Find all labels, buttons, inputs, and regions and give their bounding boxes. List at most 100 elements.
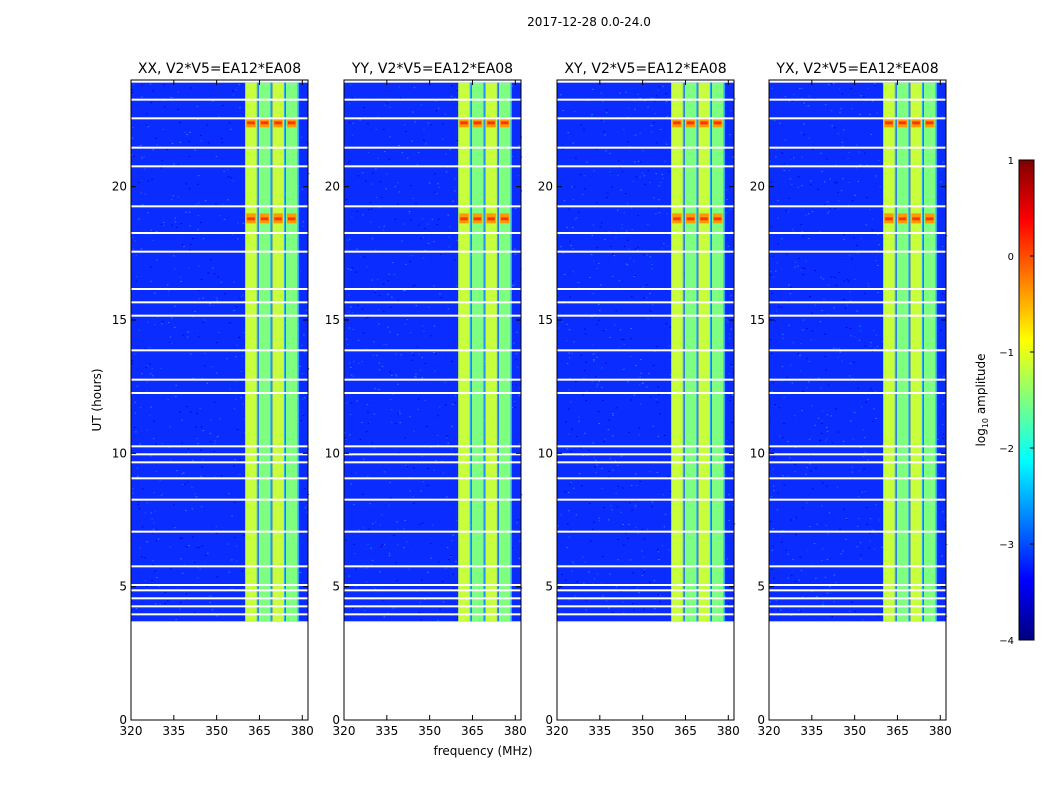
noise-speck [940,406,942,408]
y-tick-label: 20 [112,180,127,194]
noise-speck [822,167,824,169]
noise-speck [592,449,594,451]
noise-speck [810,454,812,456]
noise-speck [441,252,443,254]
noise-speck [377,116,379,118]
noise-speck [437,434,439,436]
rfi-hotspot-core [898,217,907,221]
noise-speck [821,559,823,561]
noise-speck [808,238,810,239]
noise-speck [652,304,654,306]
noise-speck [618,470,620,471]
noise-speck [196,438,198,440]
noise-speck [350,473,353,475]
noise-speck [244,593,246,595]
noise-speck [835,347,837,349]
flagged-row [344,477,521,480]
noise-speck [447,442,449,444]
noise-speck [386,102,389,104]
noise-speck [568,599,571,601]
noise-speck [577,549,580,551]
noise-speck [376,325,378,327]
noise-speck [558,587,560,589]
noise-speck [826,201,829,203]
noise-speck [618,160,620,162]
noise-speck [936,94,939,96]
noise-speck [380,415,382,417]
noise-speck [730,110,732,112]
noise-speck [200,140,203,142]
noise-speck [820,271,822,272]
noise-speck [198,588,200,590]
noise-speck [164,389,167,391]
colorbar-label-base: log [974,428,988,446]
noise-speck [563,274,566,275]
noise-speck [566,363,569,364]
noise-speck [853,319,856,321]
noise-speck [873,548,876,550]
noise-speck [790,286,792,288]
noise-speck [608,519,610,521]
noise-speck [564,488,566,490]
noise-speck [866,124,868,126]
noise-speck [514,207,517,209]
noise-speck [769,447,772,449]
noise-speck [850,335,852,337]
noise-speck [367,422,370,424]
noise-speck [645,284,648,286]
noise-speck [196,577,199,579]
noise-speck [354,553,356,555]
noise-speck [386,173,388,175]
noise-speck [154,570,156,572]
noise-speck [221,203,224,205]
noise-speck [454,259,456,261]
noise-speck [413,131,416,133]
noise-speck [802,235,804,237]
noise-speck [561,574,563,575]
noise-speck [440,254,442,255]
panel-title: XY, V2*V5=EA12*EA08 [564,61,726,77]
noise-speck [605,600,608,602]
noise-speck [362,458,365,460]
noise-speck [832,373,834,375]
noise-speck [350,269,352,271]
panel-title: YX, V2*V5=EA12*EA08 [775,61,938,77]
noise-speck [346,500,349,502]
noise-speck [847,95,850,97]
noise-speck [938,375,940,376]
noise-speck [619,167,622,169]
noise-speck [799,610,802,612]
noise-speck [198,201,200,203]
noise-speck [431,218,434,220]
noise-speck [374,388,377,390]
noise-speck [568,510,570,512]
noise-speck [153,522,155,524]
noise-speck [423,226,425,228]
noise-speck [826,559,829,560]
noise-speck [572,516,575,518]
flagged-row [344,597,521,600]
noise-speck [820,152,822,154]
flagged-row [131,597,308,600]
flagged-row [557,301,734,304]
noise-speck [239,107,241,109]
noise-speck [627,116,629,118]
noise-speck [631,88,634,89]
noise-speck [585,249,588,250]
noise-speck [234,384,237,386]
noise-speck [811,312,813,314]
noise-speck [132,126,134,128]
noise-speck [239,297,241,299]
noise-speck [396,375,398,377]
noise-speck [571,428,573,430]
noise-speck [373,341,375,343]
noise-speck [167,322,170,323]
noise-speck [615,237,617,239]
noise-speck [172,195,174,197]
noise-speck [181,473,183,475]
noise-speck [824,356,827,357]
noise-speck [665,143,668,145]
noise-speck [185,593,187,595]
noise-speck [824,576,827,578]
noise-speck [771,87,773,89]
